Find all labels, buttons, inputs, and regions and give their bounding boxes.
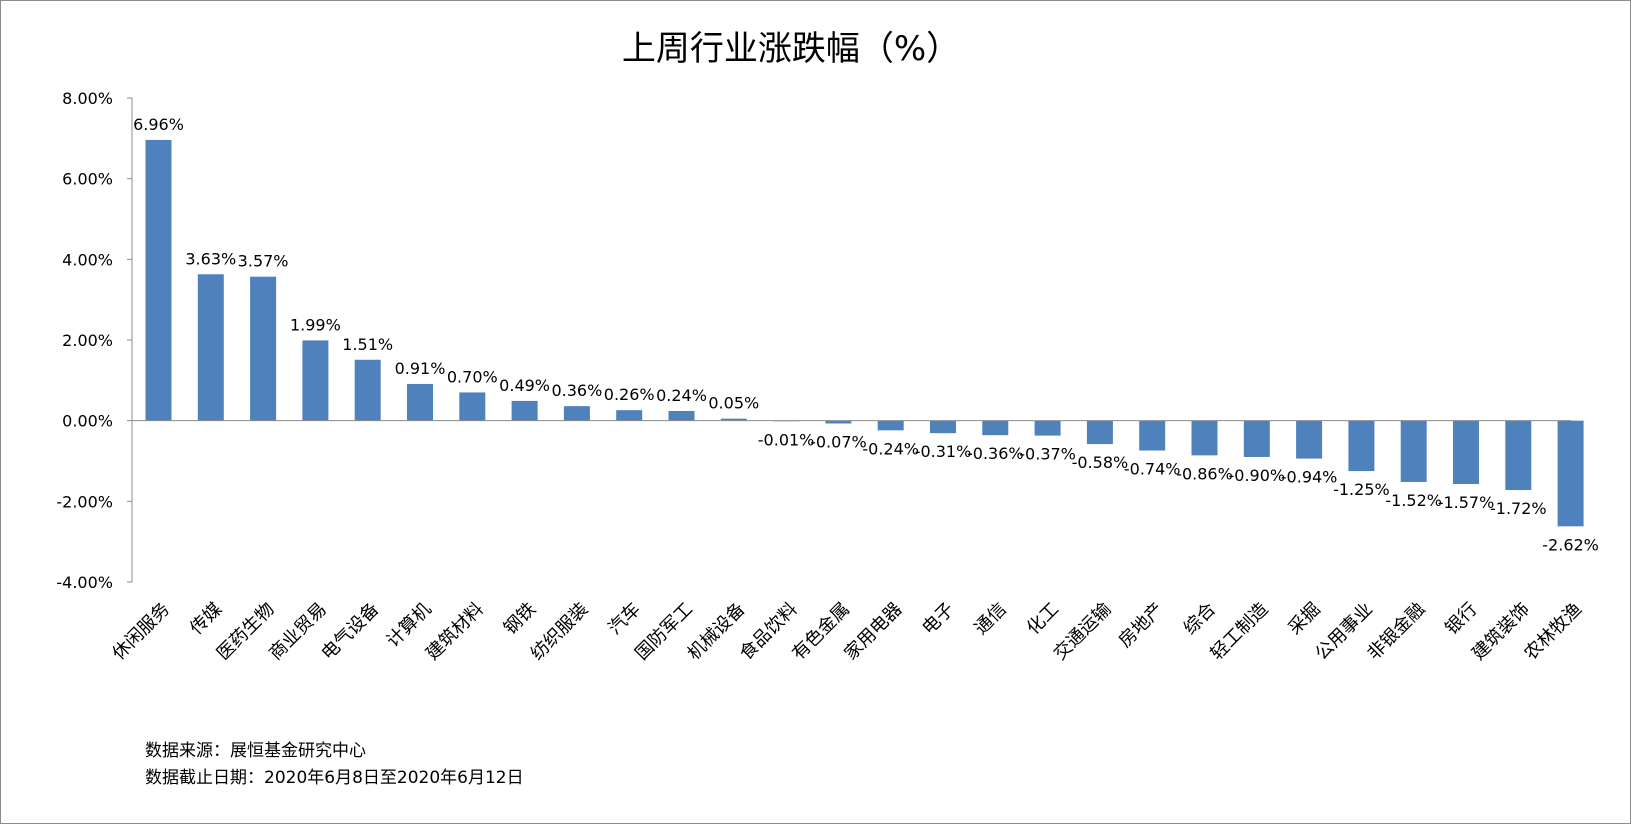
data-label: -2.62% [1542, 535, 1599, 554]
bar [1296, 420, 1323, 459]
bar [354, 359, 381, 421]
bar [459, 392, 486, 421]
x-tick-label: 农林牧渔 [1520, 599, 1586, 665]
data-label: 6.96% [133, 115, 184, 134]
bar [407, 383, 433, 421]
bar [982, 420, 1009, 436]
data-label: -0.07% [810, 432, 867, 451]
data-label: -1.57% [1438, 493, 1495, 512]
bar [720, 418, 747, 421]
data-label: 0.24% [656, 386, 707, 405]
x-tick-label: 银行 [1441, 599, 1481, 639]
data-label: 0.70% [447, 367, 498, 386]
data-label: 0.05% [708, 394, 759, 413]
data-label: 1.51% [342, 335, 393, 354]
x-tick-label: 化工 [1023, 599, 1063, 639]
data-label: -0.58% [1072, 453, 1129, 472]
bar [1191, 420, 1218, 456]
y-tick-label: 0.00% [62, 412, 113, 431]
bar [1505, 420, 1532, 491]
data-label: 0.91% [395, 359, 446, 378]
x-tick-label: 传媒 [186, 599, 226, 639]
bar [1086, 420, 1113, 445]
x-tick-label: 休闲服务 [108, 599, 174, 665]
data-label: -0.90% [1228, 466, 1285, 485]
data-label: -0.01% [758, 430, 815, 449]
data-label: -0.94% [1281, 468, 1338, 487]
bar [1557, 420, 1584, 527]
y-tick-label: 4.00% [62, 250, 113, 269]
data-date-range-note: 数据截止日期：2020年6月8日至2020年6月12日 [145, 768, 524, 788]
y-tick-label: 2.00% [62, 331, 113, 350]
bar [1243, 420, 1270, 457]
bar [1139, 420, 1166, 451]
bars [145, 139, 1584, 527]
data-label: -1.72% [1490, 499, 1547, 518]
x-tick-label: 轻工制造 [1207, 599, 1273, 665]
y-tick-label: -4.00% [56, 573, 113, 592]
x-tick-label: 采掘 [1284, 599, 1324, 639]
data-label: 0.26% [604, 385, 655, 404]
data-label: 3.57% [238, 252, 289, 271]
bar [1453, 420, 1479, 484]
bar [1400, 420, 1427, 482]
bar [668, 410, 695, 421]
data-label: 0.36% [551, 381, 602, 400]
x-tick-label: 家用电器 [840, 599, 906, 665]
bar [930, 420, 956, 434]
bar [511, 400, 538, 421]
bar [825, 420, 852, 424]
data-label: -0.37% [1019, 445, 1076, 464]
y-tick-label: 8.00% [62, 89, 113, 108]
x-tick-label: 房地产 [1115, 599, 1168, 652]
x-tick-label: 交通运输 [1050, 599, 1116, 665]
data-labels: 6.96% 3.63% 3.57% 1.99%1.51%0.91% 0.70% 0.49%… [133, 115, 1599, 554]
y-tick-label: -2.00% [56, 492, 113, 511]
data-label: -0.36% [967, 444, 1024, 463]
x-tick-label: 通信 [971, 599, 1011, 639]
data-label: -0.24% [862, 439, 919, 458]
bar [563, 406, 590, 421]
bar [197, 274, 224, 421]
bar [145, 139, 172, 421]
x-tick-label: 纺织服装 [527, 599, 593, 665]
y-axis-ticks: -4.00% -2.00% 0.00% 2.00% 4.00% 6.00% 8.00% [56, 89, 132, 592]
y-tick-label: 6.00% [62, 170, 113, 189]
chart-title: 上周行业涨跌幅（%） [622, 29, 960, 69]
data-label: 3.63% [185, 249, 236, 268]
data-label: -0.74% [1124, 460, 1181, 479]
x-tick-label: 非银金融 [1363, 599, 1429, 665]
data-label: -1.25% [1333, 480, 1390, 499]
bar [616, 410, 643, 421]
x-tick-label: 综合 [1180, 599, 1220, 639]
data-source-note: 数据来源：展恒基金研究中心 [145, 741, 366, 761]
bar [1034, 420, 1061, 436]
bar [1348, 420, 1375, 472]
x-tick-label: 建筑材料 [422, 599, 488, 665]
data-label: -1.52% [1385, 491, 1442, 510]
x-tick-label: 钢铁 [500, 599, 540, 639]
data-label: 1.99% [290, 315, 341, 334]
data-label: 0.49% [499, 376, 550, 395]
x-tick-label: 电子 [918, 599, 958, 639]
data-label: -0.86% [1176, 464, 1233, 483]
bar [302, 340, 329, 421]
x-tick-label: 汽车 [604, 599, 644, 639]
bar [250, 276, 277, 421]
data-label: -0.31% [915, 442, 972, 461]
bar [877, 420, 904, 431]
x-tick-label: 电气设备 [317, 599, 383, 665]
